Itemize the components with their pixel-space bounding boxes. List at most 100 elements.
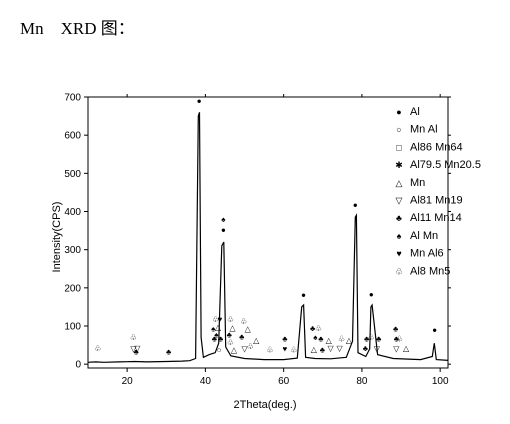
peak-marker: ♣ — [393, 325, 399, 334]
peak-marker: ♣ — [363, 344, 369, 353]
legend-symbol: ✱ — [395, 160, 403, 170]
peak-marker: ▽ — [130, 345, 137, 354]
y-axis-ticks: 0 100 200 300 400 500 600 700 — [64, 93, 451, 371]
peak-marker: ● — [432, 326, 437, 335]
legend-symbol: ● — [396, 107, 401, 117]
legend-symbol: ▽ — [396, 196, 403, 206]
legend-symbol: △ — [396, 178, 403, 188]
peak-marker: ♣ — [394, 334, 400, 343]
peak-marker: ▽ — [374, 345, 381, 354]
peak-marker: ♠ — [221, 215, 226, 224]
peak-marker: ♣ — [227, 330, 233, 339]
x-tick-label: 80 — [356, 376, 368, 387]
legend-label: Al79.5 Mn20.5 — [410, 159, 481, 171]
peak-marker: ♣ — [364, 334, 370, 343]
peak-marker: ● — [197, 96, 202, 105]
chart-axes — [87, 96, 449, 369]
peak-marker: △ — [215, 323, 222, 332]
peak-marker: △ — [346, 336, 353, 345]
y-tick-label: 500 — [64, 169, 81, 180]
y-tick-label: 600 — [64, 131, 81, 142]
peak-marker: ♠ — [211, 325, 216, 334]
peak-marker: ♣ — [134, 348, 140, 357]
legend-label: Mn Al — [410, 124, 438, 136]
figure-caption: Mn XRD 图： — [20, 19, 135, 38]
legend-symbol: ♣ — [396, 213, 402, 223]
peak-marker: ♣ — [310, 324, 316, 333]
y-tick-label: 400 — [64, 207, 81, 218]
peak-marker: ▽ — [393, 345, 400, 354]
peak-marker: ♧ — [227, 338, 234, 347]
series-line — [87, 112, 449, 363]
peak-marker: △ — [326, 336, 333, 345]
peak-marker: ♣ — [318, 334, 324, 343]
peak-marker: ♣ — [376, 334, 382, 343]
legend-label: Al Mn — [410, 230, 438, 242]
legend-symbol: ♧ — [395, 266, 403, 276]
peak-marker: ♧ — [338, 334, 345, 343]
y-tick-label: 0 — [75, 360, 81, 371]
peak-marker: ♠ — [313, 333, 318, 342]
peak-marker: ♥ — [282, 345, 287, 354]
plot-frame — [87, 96, 449, 369]
peak-marker: ● — [369, 290, 374, 299]
peak-marker: ♧ — [290, 346, 297, 355]
peak-marker: ♧ — [315, 324, 322, 333]
peak-marker: △ — [231, 346, 238, 355]
peak-marker: △ — [311, 345, 318, 354]
peak-marker: ○ — [217, 346, 222, 355]
peak-marker: ● — [221, 226, 226, 235]
peak-marker: △ — [253, 336, 260, 345]
peak-marker: ♧ — [94, 344, 101, 353]
peak-marker: ♣ — [282, 334, 288, 343]
peak-marker: ♧ — [212, 315, 219, 324]
y-tick-label: 700 — [64, 93, 81, 104]
x-axis-ticks: 20 40 60 80 100 — [122, 94, 449, 387]
legend-symbol: ○ — [396, 125, 401, 135]
peak-marker: ● — [353, 200, 358, 209]
y-tick-label: 200 — [64, 283, 81, 294]
y-tick-label: 100 — [64, 322, 81, 333]
x-tick-label: 20 — [122, 376, 134, 387]
legend-label: Al11 Mn14 — [410, 212, 462, 224]
peak-marker: ♧ — [247, 342, 254, 351]
legend-label: Al86 Mn64 — [410, 141, 463, 153]
peak-marker: ♣ — [166, 348, 172, 357]
x-tick-label: 60 — [278, 376, 290, 387]
peak-marker: ♧ — [130, 333, 137, 342]
peak-marker: ▽ — [328, 344, 335, 353]
peak-marker: ♣ — [239, 332, 245, 341]
legend: ● Al ○ Mn Al □ Al86 Mn64 ✱ Al79.5 Mn20.5 △ Mn ▽ Al8… — [395, 106, 481, 277]
peak-marker: △ — [229, 324, 236, 333]
peak-marker: ♧ — [266, 346, 273, 355]
peak-marker: ♣ — [212, 334, 218, 343]
peak-marker: ♧ — [240, 317, 247, 326]
legend-label: Al8 Mn5 — [410, 265, 450, 277]
legend-symbol: □ — [396, 142, 402, 152]
x-tick-label: 40 — [200, 376, 212, 387]
peak-marker: △ — [245, 325, 252, 334]
legend-label: Mn — [410, 177, 425, 189]
series-group — [87, 112, 449, 363]
peak-marker: △ — [403, 344, 410, 353]
y-tick-label: 300 — [64, 245, 81, 256]
x-tick-label: 100 — [432, 376, 449, 387]
peak-marker: ▽ — [241, 345, 248, 354]
peak-marker: ♣ — [218, 334, 224, 343]
peak-marker: ♣ — [320, 346, 326, 355]
legend-symbol: ♥ — [396, 249, 401, 259]
legend-symbol: ♠ — [397, 231, 402, 241]
peak-marker: ▽ — [337, 344, 344, 353]
peak-marker: ♠ — [214, 330, 219, 339]
peak-marker: ♥ — [217, 315, 222, 324]
peak-marker: ♧ — [367, 333, 374, 342]
peak-marker: ♧ — [396, 334, 403, 343]
legend-label: Al — [410, 106, 420, 118]
peak-marker: ♧ — [227, 315, 234, 324]
y-axis-label: Intensity(CPS) — [51, 202, 63, 273]
legend-label: Mn Al6 — [410, 248, 444, 260]
peak-annotations: ●●♠●●●●♧♧▽▽♣ ♣♧♥♠ △♣♠○♣♧△♣♧△♧△♣▽ ♧△♧♣♥ ♧♣ ♧♠ ♣… — [94, 96, 437, 356]
peak-marker: ▽ — [134, 344, 141, 353]
legend-label: Al81 Mn19 — [410, 195, 463, 207]
